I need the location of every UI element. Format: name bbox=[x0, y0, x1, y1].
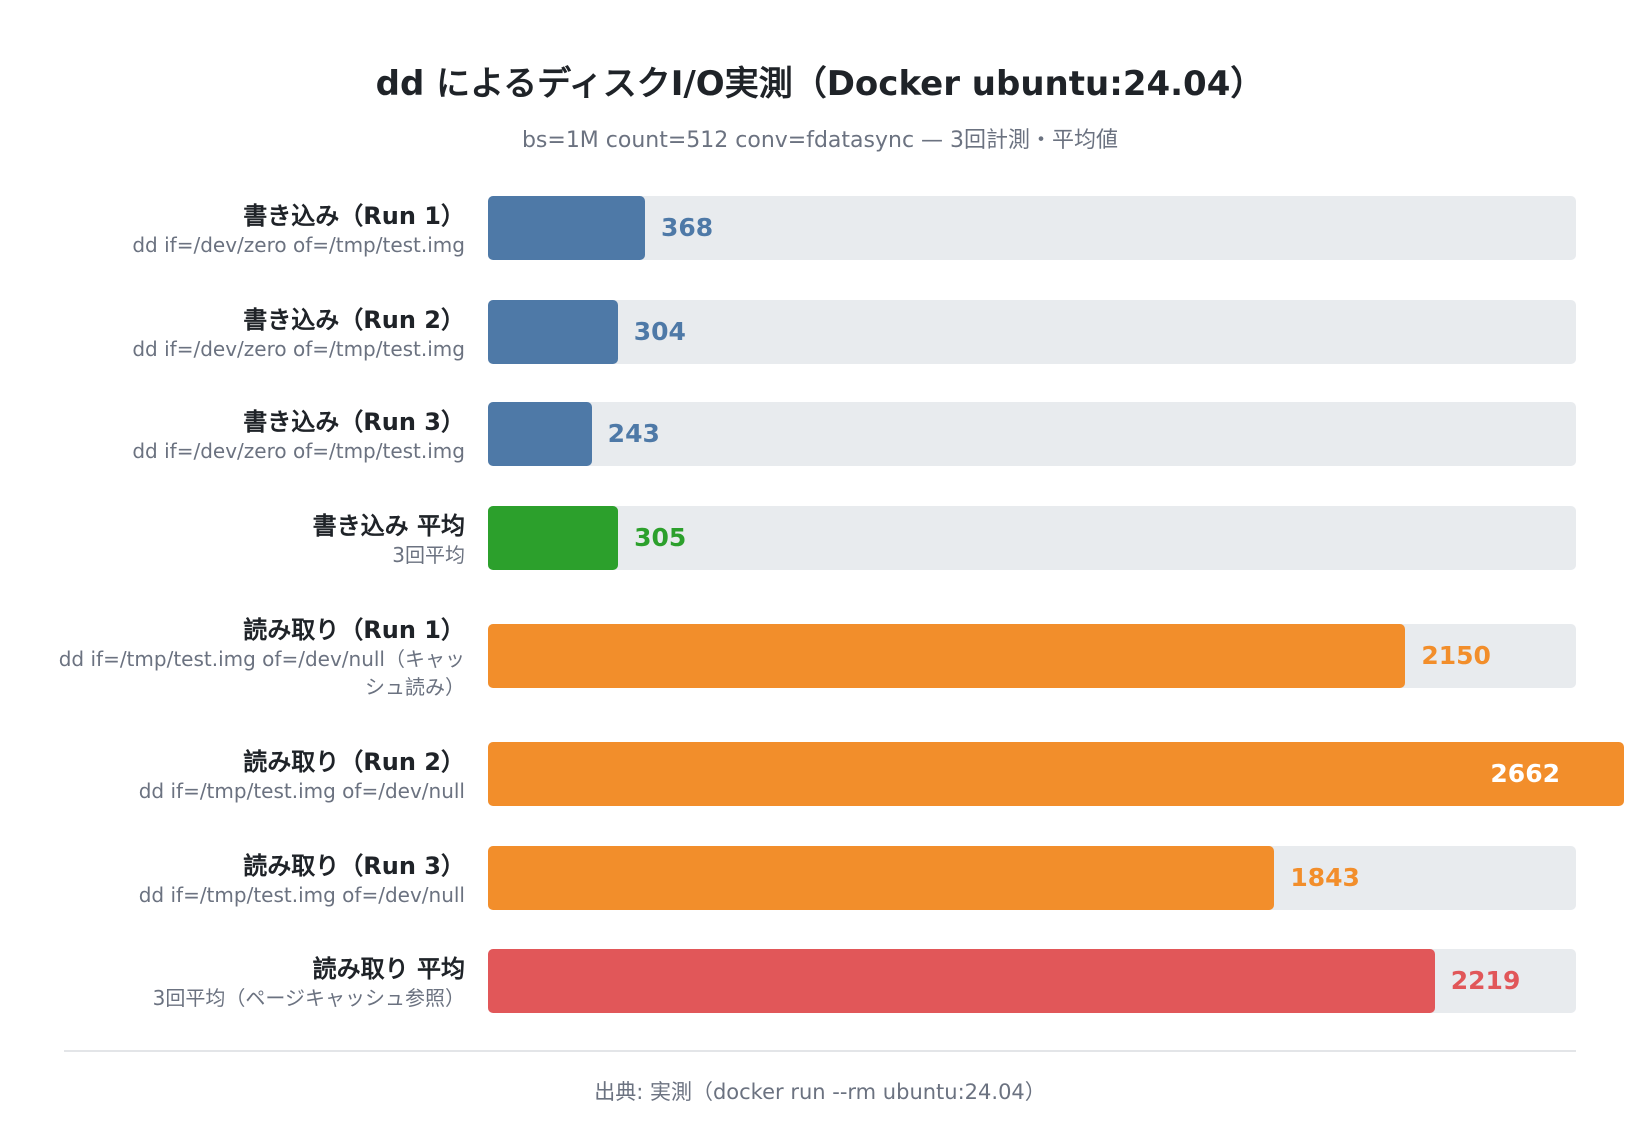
category-label: 書き込み（Run 2） bbox=[243, 306, 465, 334]
category-label: 読み取り 平均 bbox=[312, 955, 465, 983]
chart-title: dd によるディスクI/O実測（Docker ubuntu:24.04） bbox=[375, 64, 1265, 104]
data-label: 2662 bbox=[1490, 759, 1560, 788]
chart-subtitle: bs=1M count=512 conv=fdatasync — 3回計測・平均… bbox=[521, 128, 1119, 153]
category-sublabel: 3回平均（ページキャッシュ参照） bbox=[152, 986, 465, 1010]
data-label: 1843 bbox=[1290, 863, 1360, 892]
bar-label: 書き込み（Run 3） dd if=/dev/zero of=/tmp/test.… bbox=[45, 407, 465, 465]
category-label: 読み取り（Run 3） bbox=[243, 852, 465, 880]
bar-track bbox=[488, 300, 1576, 364]
category-label: 読み取り（Run 1） bbox=[243, 616, 465, 644]
category-label: 読み取り（Run 2） bbox=[243, 748, 465, 776]
bar bbox=[488, 742, 1624, 806]
bar bbox=[488, 846, 1275, 910]
category-label: 書き込み（Run 1） bbox=[243, 202, 465, 230]
category-sublabel: dd if=/dev/zero of=/tmp/test.img bbox=[132, 233, 465, 257]
bar-label: 読み取り（Run 1） dd if=/tmp/test.img of=/dev/n… bbox=[45, 615, 465, 701]
category-sublabel: 3回平均 bbox=[392, 543, 465, 567]
bar bbox=[488, 949, 1435, 1013]
bar-label: 書き込み（Run 2） dd if=/dev/zero of=/tmp/test.… bbox=[45, 305, 465, 363]
bar-label: 書き込み（Run 1） dd if=/dev/zero of=/tmp/test.… bbox=[45, 201, 465, 259]
bar bbox=[488, 300, 618, 364]
bar bbox=[488, 506, 619, 570]
bar-track bbox=[488, 506, 1576, 570]
bar-label: 読み取り（Run 3） dd if=/tmp/test.img of=/dev/n… bbox=[45, 851, 465, 909]
category-sublabel: dd if=/dev/zero of=/tmp/test.img bbox=[132, 337, 465, 361]
bar-label: 読み取り 平均 3回平均（ページキャッシュ参照） bbox=[45, 954, 465, 1012]
data-label: 2219 bbox=[1450, 966, 1521, 995]
bar bbox=[488, 196, 645, 260]
category-sublabel: dd if=/dev/zero of=/tmp/test.img bbox=[132, 439, 465, 463]
footer-divider bbox=[64, 1050, 1576, 1052]
data-label: 305 bbox=[634, 523, 687, 552]
category-sublabel: dd if=/tmp/test.img of=/dev/null bbox=[138, 883, 465, 907]
data-label: 2150 bbox=[1421, 641, 1491, 670]
data-label: 304 bbox=[633, 317, 686, 346]
bar-label: 読み取り（Run 2） dd if=/tmp/test.img of=/dev/n… bbox=[45, 747, 465, 805]
chart-source: 出典: 実測（docker run --rm ubuntu:24.04） bbox=[594, 1080, 1046, 1104]
bar bbox=[488, 624, 1406, 688]
bar bbox=[488, 402, 592, 466]
category-label: 書き込み 平均 bbox=[312, 512, 465, 540]
bar-track bbox=[488, 402, 1576, 466]
category-sublabel: dd if=/tmp/test.img of=/dev/null（キャッシュ読み… bbox=[58, 647, 465, 699]
data-label: 368 bbox=[661, 213, 714, 242]
data-label: 243 bbox=[607, 419, 660, 448]
bar-track bbox=[488, 196, 1576, 260]
bar-label: 書き込み 平均 3回平均 bbox=[45, 511, 465, 569]
category-sublabel: dd if=/tmp/test.img of=/dev/null bbox=[138, 779, 465, 803]
category-label: 書き込み（Run 3） bbox=[243, 408, 465, 436]
